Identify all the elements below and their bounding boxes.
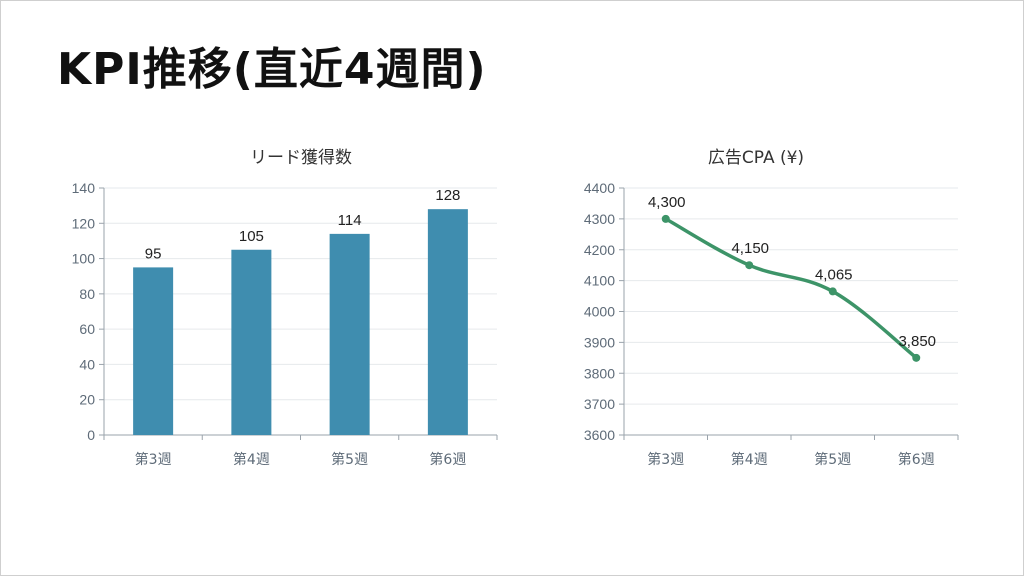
bar [329, 233, 370, 435]
bar-chart-ytick-label: 60 [79, 321, 95, 337]
line-point [745, 261, 754, 270]
bar-chart-ytick-label: 0 [87, 427, 95, 443]
bar-chart-ytick-label: 120 [72, 215, 96, 231]
bar-data-label: 128 [435, 187, 460, 204]
line-series [664, 217, 918, 360]
line-point [828, 287, 837, 296]
bar-chart-ytick-label: 100 [72, 251, 96, 267]
bar-data-label: 105 [239, 228, 264, 245]
line-chart-ytick-label: 4100 [584, 273, 615, 289]
line-chart-title: 広告CPA (¥) [707, 148, 805, 168]
line-chart-ytick-label: 3700 [584, 396, 615, 412]
bar-chart-ytick-label: 40 [79, 356, 95, 372]
bar-chart-category-label: 第5週 [331, 451, 368, 468]
line-chart-category-label: 第4週 [731, 451, 768, 468]
bar-data-label: 95 [145, 245, 162, 262]
line-chart-ytick-label: 4000 [584, 304, 615, 320]
bar-chart-category-label: 第6週 [429, 451, 466, 468]
line-chart-ytick-label: 3800 [584, 365, 615, 381]
bar-chart-title: リード獲得数 [250, 148, 352, 168]
bar-chart-ytick-label: 20 [79, 392, 95, 408]
line-data-label: 4,300 [648, 194, 686, 211]
line-chart-category-label: 第5週 [814, 451, 851, 468]
line-data-label: 4,065 [815, 266, 853, 283]
line-chart-category-label: 第6週 [898, 451, 935, 468]
line-chart-ytick-label: 4400 [584, 180, 615, 196]
bar-chart-category-label: 第4週 [233, 451, 270, 468]
line-data-label: 4,150 [731, 240, 769, 257]
line-point [661, 214, 670, 223]
bar [231, 249, 272, 435]
line-chart-ytick-label: 3600 [584, 427, 615, 443]
bar-chart-ytick-label: 80 [79, 286, 95, 302]
line-point [912, 353, 921, 362]
bar [133, 267, 174, 435]
bar-chart-ytick-label: 140 [72, 180, 96, 196]
bar-data-label: 114 [338, 212, 362, 229]
line-chart-ytick-label: 4200 [584, 242, 615, 258]
line-chart-ytick-label: 3900 [584, 334, 615, 350]
slide-title: KPI推移(直近4週間) [57, 44, 487, 95]
line-chart-category-label: 第3週 [647, 451, 684, 468]
bar [427, 209, 468, 435]
bar-chart-category-label: 第3週 [135, 451, 172, 468]
line-data-label: 3,850 [898, 333, 936, 350]
line-chart-ytick-label: 4300 [584, 211, 615, 227]
